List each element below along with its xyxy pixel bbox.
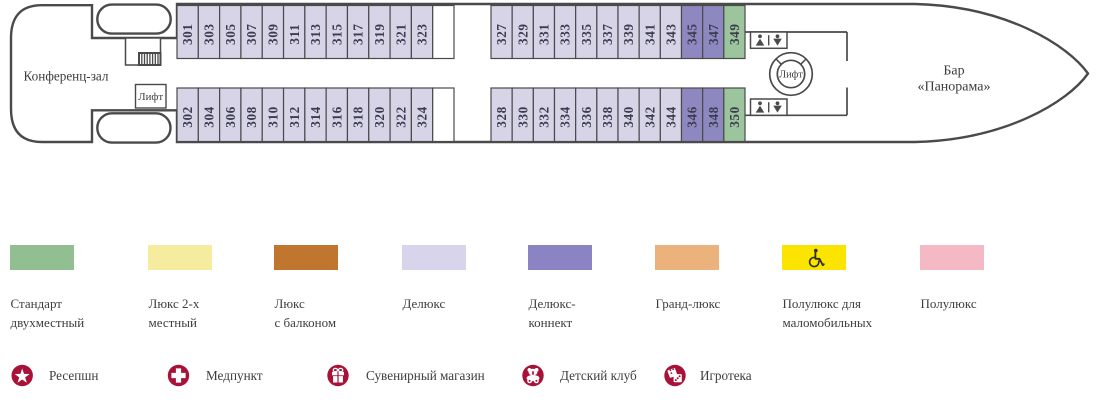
svg-text:двухместный: двухместный xyxy=(11,315,85,330)
svg-text:330: 330 xyxy=(515,106,530,128)
svg-text:322: 322 xyxy=(393,106,408,128)
svg-text:301: 301 xyxy=(180,23,195,45)
svg-text:349: 349 xyxy=(727,23,742,45)
svg-text:346: 346 xyxy=(685,106,700,128)
svg-text:334: 334 xyxy=(558,106,573,128)
svg-text:324: 324 xyxy=(415,106,430,128)
svg-text:348: 348 xyxy=(706,106,721,128)
svg-text:305: 305 xyxy=(223,23,238,45)
svg-text:317: 317 xyxy=(351,23,366,45)
svg-text:Игротека: Игротека xyxy=(700,368,752,383)
svg-text:336: 336 xyxy=(579,106,594,128)
svg-text:308: 308 xyxy=(244,106,259,128)
svg-text:341: 341 xyxy=(642,23,657,45)
svg-text:340: 340 xyxy=(621,106,636,128)
svg-text:310: 310 xyxy=(265,106,280,128)
svg-text:Сувенирный магазин: Сувенирный магазин xyxy=(366,368,485,383)
svg-text:312: 312 xyxy=(287,106,302,128)
svg-text:321: 321 xyxy=(393,23,408,45)
svg-text:311: 311 xyxy=(287,24,302,45)
svg-text:304: 304 xyxy=(202,106,217,128)
svg-text:коннект: коннект xyxy=(529,315,573,330)
svg-text:345: 345 xyxy=(685,23,700,45)
svg-text:Гранд-люкс: Гранд-люкс xyxy=(656,296,721,311)
svg-text:302: 302 xyxy=(180,106,195,128)
svg-text:Лифт: Лифт xyxy=(138,91,163,103)
svg-text:313: 313 xyxy=(308,23,323,45)
svg-text:309: 309 xyxy=(265,23,280,45)
svg-text:327: 327 xyxy=(494,23,509,45)
svg-text:333: 333 xyxy=(558,23,573,45)
svg-text:местный: местный xyxy=(149,315,197,330)
svg-text:Люкс: Люкс xyxy=(275,296,306,311)
svg-text:Полулюкс для: Полулюкс для xyxy=(783,296,861,311)
svg-text:347: 347 xyxy=(706,23,721,45)
svg-text:339: 339 xyxy=(621,23,636,45)
svg-text:Бар: Бар xyxy=(943,64,964,79)
svg-text:Делюкс-: Делюкс- xyxy=(529,296,576,311)
svg-text:Полулюкс: Полулюкс xyxy=(921,296,977,311)
svg-text:332: 332 xyxy=(537,106,552,128)
svg-text:303: 303 xyxy=(202,23,217,45)
svg-text:331: 331 xyxy=(537,23,552,45)
svg-text:маломобильных: маломобильных xyxy=(783,315,873,330)
svg-text:335: 335 xyxy=(579,23,594,45)
svg-text:329: 329 xyxy=(515,23,530,45)
svg-text:306: 306 xyxy=(223,106,238,128)
svg-text:319: 319 xyxy=(372,23,387,45)
svg-text:318: 318 xyxy=(351,106,366,128)
svg-text:Ресепшн: Ресепшн xyxy=(49,368,98,383)
svg-text:Стандарт: Стандарт xyxy=(11,296,63,311)
svg-text:328: 328 xyxy=(494,106,509,128)
svg-text:323: 323 xyxy=(415,23,430,45)
svg-text:343: 343 xyxy=(664,23,679,45)
svg-text:342: 342 xyxy=(642,106,657,128)
svg-text:344: 344 xyxy=(664,106,679,128)
svg-text:338: 338 xyxy=(600,106,615,128)
svg-text:Люкс 2-х: Люкс 2-х xyxy=(149,296,200,311)
svg-text:307: 307 xyxy=(244,23,259,45)
svg-text:Лифт: Лифт xyxy=(779,70,803,81)
svg-text:Детский клуб: Детский клуб xyxy=(560,368,637,383)
svg-text:337: 337 xyxy=(600,23,615,45)
svg-text:«Панорама»: «Панорама» xyxy=(917,80,990,95)
svg-text:350: 350 xyxy=(727,106,742,128)
svg-text:с балконом: с балконом xyxy=(275,315,337,330)
svg-text:Медпункт: Медпункт xyxy=(206,368,263,383)
svg-text:315: 315 xyxy=(329,23,344,45)
svg-text:316: 316 xyxy=(329,106,344,128)
svg-text:320: 320 xyxy=(372,106,387,128)
svg-text:Конференц-зал: Конференц-зал xyxy=(24,69,109,84)
svg-text:314: 314 xyxy=(308,106,323,128)
svg-text:Делюкс: Делюкс xyxy=(403,296,446,311)
